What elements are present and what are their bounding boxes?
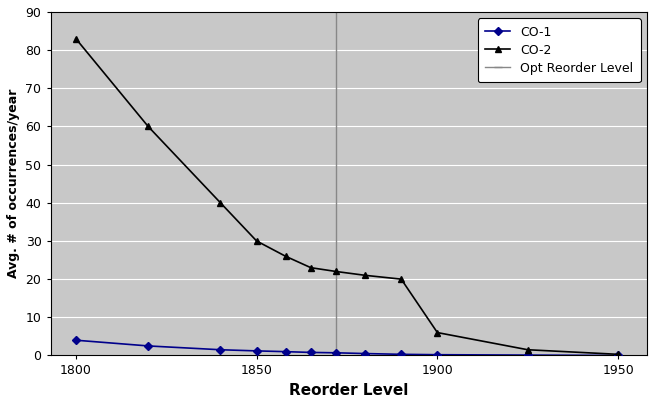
CO-2 bbox=[614, 352, 622, 357]
CO-2 bbox=[72, 36, 80, 41]
CO-2 bbox=[282, 254, 290, 259]
CO-2 bbox=[524, 347, 532, 352]
CO-2 bbox=[216, 200, 224, 205]
Line: CO-1: CO-1 bbox=[73, 337, 621, 358]
CO-2 bbox=[252, 239, 260, 243]
CO-1 bbox=[145, 343, 152, 348]
CO-2 bbox=[332, 269, 340, 274]
CO-1 bbox=[216, 347, 224, 352]
CO-1 bbox=[434, 352, 441, 357]
CO-1 bbox=[332, 350, 340, 355]
CO-1 bbox=[397, 352, 405, 357]
CO-1 bbox=[361, 351, 369, 356]
Legend: CO-1, CO-2, Opt Reorder Level: CO-1, CO-2, Opt Reorder Level bbox=[477, 18, 641, 82]
CO-2 bbox=[434, 330, 441, 335]
CO-2 bbox=[397, 277, 405, 281]
X-axis label: Reorder Level: Reorder Level bbox=[289, 383, 409, 398]
CO-1 bbox=[524, 353, 532, 358]
Line: CO-2: CO-2 bbox=[73, 35, 621, 358]
CO-1 bbox=[307, 350, 315, 355]
CO-1 bbox=[614, 353, 622, 358]
CO-2 bbox=[145, 124, 152, 129]
CO-2 bbox=[361, 273, 369, 278]
Y-axis label: Avg. # of occurrences/year: Avg. # of occurrences/year bbox=[7, 89, 20, 278]
CO-1 bbox=[252, 348, 260, 353]
CO-2 bbox=[307, 265, 315, 270]
CO-1 bbox=[72, 338, 80, 343]
CO-1 bbox=[282, 349, 290, 354]
